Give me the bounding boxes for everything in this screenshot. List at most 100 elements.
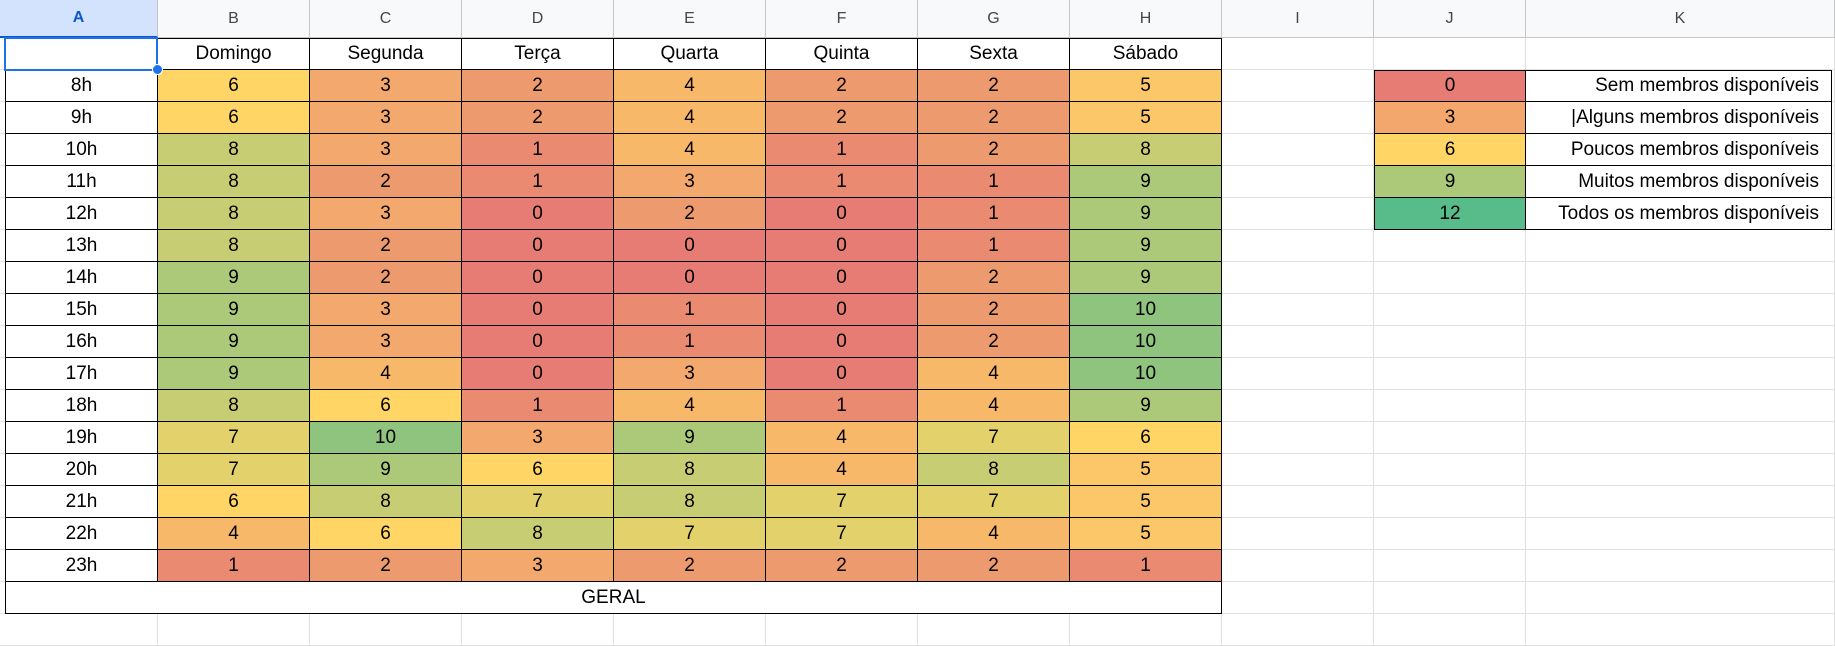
availability-cell[interactable]: 9 xyxy=(1070,390,1222,422)
availability-cell[interactable]: 1 xyxy=(766,390,918,422)
availability-cell[interactable]: 2 xyxy=(766,102,918,134)
availability-cell[interactable]: 1 xyxy=(918,230,1070,262)
hour-label[interactable]: 12h xyxy=(5,198,158,230)
availability-cell[interactable]: 6 xyxy=(158,486,310,518)
availability-cell[interactable]: 0 xyxy=(766,294,918,326)
availability-cell[interactable]: 3 xyxy=(462,422,614,454)
availability-cell[interactable]: 6 xyxy=(158,102,310,134)
hour-label[interactable]: 18h xyxy=(5,390,158,422)
availability-cell[interactable]: 6 xyxy=(158,70,310,102)
hour-label[interactable]: 9h xyxy=(5,102,158,134)
availability-cell[interactable]: 0 xyxy=(766,198,918,230)
availability-cell[interactable]: 1 xyxy=(462,390,614,422)
availability-cell[interactable]: 2 xyxy=(918,102,1070,134)
availability-cell[interactable]: 3 xyxy=(310,198,462,230)
availability-cell[interactable]: 10 xyxy=(310,422,462,454)
availability-cell[interactable]: 2 xyxy=(310,166,462,198)
availability-cell[interactable]: 0 xyxy=(462,230,614,262)
availability-cell[interactable]: 9 xyxy=(158,262,310,294)
availability-cell[interactable]: 0 xyxy=(766,326,918,358)
availability-cell[interactable]: 3 xyxy=(310,134,462,166)
availability-cell[interactable]: 0 xyxy=(766,358,918,390)
column-header-b[interactable]: B xyxy=(158,0,310,38)
availability-cell[interactable]: 1 xyxy=(158,550,310,582)
availability-cell[interactable]: 2 xyxy=(918,550,1070,582)
availability-cell[interactable]: 8 xyxy=(462,518,614,550)
availability-cell[interactable]: 6 xyxy=(1070,422,1222,454)
hour-label[interactable]: 8h xyxy=(5,70,158,102)
availability-cell[interactable]: 2 xyxy=(614,550,766,582)
column-header-i[interactable]: I xyxy=(1222,0,1374,38)
availability-cell[interactable]: 2 xyxy=(918,70,1070,102)
availability-cell[interactable]: 5 xyxy=(1070,486,1222,518)
availability-cell[interactable]: 9 xyxy=(158,294,310,326)
availability-cell[interactable]: 0 xyxy=(766,230,918,262)
availability-cell[interactable]: 8 xyxy=(158,390,310,422)
availability-cell[interactable]: 3 xyxy=(614,358,766,390)
hour-label[interactable]: 11h xyxy=(5,166,158,198)
availability-cell[interactable]: 0 xyxy=(766,262,918,294)
availability-cell[interactable]: 6 xyxy=(310,518,462,550)
hour-label[interactable]: 19h xyxy=(5,422,158,454)
availability-cell[interactable]: 2 xyxy=(918,326,1070,358)
hour-label[interactable]: 21h xyxy=(5,486,158,518)
legend-value[interactable]: 6 xyxy=(1374,134,1526,166)
availability-cell[interactable]: 2 xyxy=(918,134,1070,166)
availability-cell[interactable]: 1 xyxy=(766,166,918,198)
legend-value[interactable]: 3 xyxy=(1374,102,1526,134)
availability-cell[interactable]: 4 xyxy=(614,70,766,102)
column-header-e[interactable]: E xyxy=(614,0,766,38)
column-header-f[interactable]: F xyxy=(766,0,918,38)
availability-cell[interactable]: 9 xyxy=(310,454,462,486)
availability-cell[interactable]: 5 xyxy=(1070,518,1222,550)
availability-cell[interactable]: 8 xyxy=(158,134,310,166)
availability-cell[interactable]: 4 xyxy=(766,422,918,454)
legend-value[interactable]: 0 xyxy=(1374,70,1526,102)
availability-cell[interactable]: 7 xyxy=(918,422,1070,454)
legend-value[interactable]: 12 xyxy=(1374,198,1526,230)
availability-cell[interactable]: 4 xyxy=(310,358,462,390)
availability-cell[interactable]: 0 xyxy=(614,262,766,294)
summary-cell[interactable]: GERAL xyxy=(5,582,1222,614)
availability-cell[interactable]: 1 xyxy=(766,134,918,166)
availability-cell[interactable]: 7 xyxy=(158,422,310,454)
availability-cell[interactable]: 2 xyxy=(918,294,1070,326)
availability-cell[interactable]: 3 xyxy=(310,70,462,102)
availability-cell[interactable]: 8 xyxy=(158,230,310,262)
availability-cell[interactable]: 1 xyxy=(918,166,1070,198)
hour-label[interactable]: 23h xyxy=(5,550,158,582)
column-header-a[interactable]: A xyxy=(0,0,158,38)
availability-cell[interactable]: 7 xyxy=(462,486,614,518)
availability-cell[interactable]: 6 xyxy=(462,454,614,486)
availability-cell[interactable]: 1 xyxy=(614,326,766,358)
hour-label[interactable]: 14h xyxy=(5,262,158,294)
legend-label[interactable]: Poucos membros disponíveis xyxy=(1526,134,1832,166)
availability-cell[interactable]: 8 xyxy=(158,198,310,230)
column-header-h[interactable]: H xyxy=(1070,0,1222,38)
day-header[interactable]: Terça xyxy=(462,38,614,70)
availability-cell[interactable]: 2 xyxy=(310,550,462,582)
availability-cell[interactable]: 8 xyxy=(614,454,766,486)
availability-cell[interactable]: 7 xyxy=(918,486,1070,518)
availability-cell[interactable]: 1 xyxy=(462,134,614,166)
availability-cell[interactable]: 9 xyxy=(1070,198,1222,230)
availability-cell[interactable]: 5 xyxy=(1070,454,1222,486)
availability-cell[interactable]: 7 xyxy=(614,518,766,550)
availability-cell[interactable]: 4 xyxy=(918,390,1070,422)
availability-cell[interactable]: 0 xyxy=(462,326,614,358)
availability-cell[interactable]: 4 xyxy=(918,358,1070,390)
availability-cell[interactable]: 4 xyxy=(614,134,766,166)
availability-cell[interactable]: 7 xyxy=(766,518,918,550)
hour-label[interactable]: 10h xyxy=(5,134,158,166)
availability-cell[interactable]: 2 xyxy=(918,262,1070,294)
availability-cell[interactable]: 0 xyxy=(462,358,614,390)
availability-cell[interactable]: 3 xyxy=(310,294,462,326)
availability-cell[interactable]: 0 xyxy=(462,294,614,326)
fill-handle[interactable] xyxy=(152,64,163,75)
hour-label[interactable]: 20h xyxy=(5,454,158,486)
availability-cell[interactable]: 10 xyxy=(1070,326,1222,358)
availability-cell[interactable]: 3 xyxy=(310,102,462,134)
hour-label[interactable]: 16h xyxy=(5,326,158,358)
availability-cell[interactable]: 2 xyxy=(766,550,918,582)
availability-cell[interactable]: 10 xyxy=(1070,294,1222,326)
